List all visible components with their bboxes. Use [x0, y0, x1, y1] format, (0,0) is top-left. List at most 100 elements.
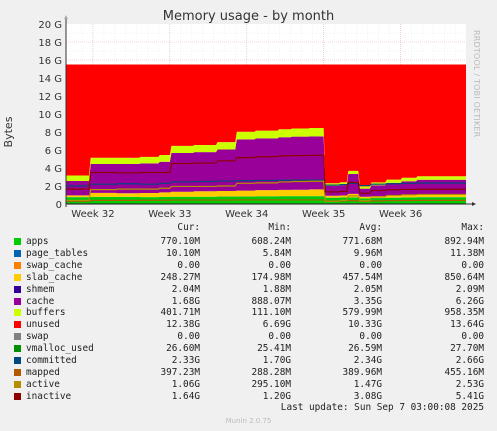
- legend-max: 455.16M: [444, 366, 484, 378]
- legend-avg: 3.35G: [353, 295, 382, 307]
- legend-label: cache: [26, 295, 55, 307]
- legend-label: inactive: [26, 390, 72, 402]
- legend-min: 295.10M: [251, 378, 291, 390]
- legend-avg: 2.05M: [353, 283, 382, 295]
- legend-swatch: [14, 333, 21, 341]
- legend-max: 13.64G: [450, 319, 484, 331]
- legend-avg: 1.47G: [353, 378, 382, 390]
- legend-max: 11.38M: [450, 247, 484, 259]
- legend-cur: 0.00: [177, 259, 200, 271]
- legend-avg: 389.96M: [342, 366, 382, 378]
- munin-version: Munin 2.0.75: [225, 417, 272, 425]
- legend-swatch: [14, 368, 21, 376]
- x-tick-label: Week 35: [302, 209, 345, 220]
- legend-label: mapped: [26, 366, 60, 378]
- legend-min: 608.24M: [251, 236, 291, 247]
- legend-avg: 0.00: [359, 259, 382, 271]
- legend-max: 5.41G: [455, 390, 484, 402]
- legend-max: 850.64M: [444, 271, 484, 283]
- legend-max: 958.35M: [444, 307, 484, 319]
- legend-row-swap: swap 0.00 0.00 0.00 0.00: [0, 331, 497, 343]
- y-tick-labels: 0 2 G 4 G 6 G 8 G 10 G 12 G 14 G 16 G 18 G 20 G: [38, 20, 62, 211]
- legend-label: unused: [26, 319, 60, 331]
- legend-row-inactive: inactive 1.64G 1.20G 3.08G 5.41G: [0, 391, 497, 403]
- y-tick-label: 2 G: [45, 182, 62, 193]
- area-buffers: [66, 128, 466, 189]
- legend-swatch: [14, 273, 21, 281]
- legend-cur: 10.10M: [166, 247, 200, 259]
- legend-swatch: [14, 392, 21, 400]
- legend-row-cache: cache 1.68G 888.07M 3.35G 6.26G: [0, 296, 497, 308]
- y-tick-label: 6 G: [45, 146, 62, 157]
- legend-max: 0.00: [461, 331, 484, 343]
- legend-avg: 457.54M: [342, 271, 382, 283]
- legend-label: slab_cache: [26, 271, 83, 283]
- legend-label: vmalloc_used: [26, 343, 94, 355]
- legend-cur: 770.10M: [160, 236, 200, 247]
- legend-min: 25.41M: [257, 343, 291, 355]
- legend-swatch: [14, 357, 21, 364]
- legend-cur: 2.04M: [171, 283, 200, 295]
- legend-swatch: [14, 345, 21, 353]
- memory-chart: 0 2 G 4 G 6 G 8 G 10 G 12 G 14 G 16 G 18 G 20 G We…: [38, 15, 476, 220]
- legend-row-shmem: shmem 2.04M 1.88M 2.05M 2.09M: [0, 284, 497, 296]
- legend-header-min: Min:: [268, 222, 291, 233]
- legend-min: 111.10M: [251, 307, 291, 319]
- legend-row-slab-cache: slab_cache 248.27M 174.98M 457.54M 850.64M: [0, 272, 497, 284]
- legend-row-active: active 1.06G 295.10M 1.47G 2.53G: [0, 379, 497, 391]
- legend-label: swap: [26, 331, 49, 343]
- legend-min: 888.07M: [251, 295, 291, 307]
- legend-header-cur: Cur:: [177, 222, 200, 233]
- legend-row-page-tables: page_tables 10.10M 5.84M 9.96M 11.38M: [0, 248, 497, 260]
- last-update: Last update: Sun Sep 7 03:00:08 2025: [280, 402, 484, 413]
- legend-avg: 2.34G: [353, 355, 382, 366]
- legend-swatch: [14, 380, 21, 388]
- area-unused: [66, 64, 466, 187]
- y-tick-label: 20 G: [38, 20, 62, 31]
- legend-min: 1.88M: [262, 283, 291, 295]
- x-tick-labels: Week 32 Week 33 Week 34 Week 35 Week 36: [71, 209, 422, 220]
- legend-swatch: [14, 249, 21, 257]
- area-slab-cache: [66, 189, 466, 199]
- legend-cur: 26.60M: [166, 343, 200, 355]
- legend-cur: 0.00: [177, 331, 200, 343]
- legend-max: 6.26G: [455, 295, 484, 307]
- y-tick-label: 12 G: [38, 92, 62, 103]
- y-axis-arrow: [64, 15, 68, 19]
- x-tick-label: Week 34: [225, 209, 268, 220]
- legend-cur: 1.06G: [171, 378, 200, 390]
- legend-avg: 10.33G: [348, 319, 382, 331]
- y-tick-label: 14 G: [38, 74, 62, 85]
- legend-max: 2.66G: [455, 355, 484, 366]
- y-tick-label: 10 G: [38, 110, 62, 121]
- axes: [64, 15, 476, 207]
- legend-row-apps: apps 770.10M 608.24M 771.68M 892.94M: [0, 236, 497, 248]
- legend-min: 1.70G: [262, 355, 291, 366]
- legend-avg: 771.68M: [342, 236, 382, 247]
- y-tick-label: 16 G: [38, 56, 62, 67]
- legend-min: 6.69G: [262, 319, 291, 331]
- legend-swatch: [14, 285, 21, 293]
- x-tick-label: Week 33: [148, 209, 191, 220]
- chart-title: Memory usage - by month: [162, 9, 335, 24]
- legend-row-unused: unused 12.38G 6.69G 10.33G 13.64G: [0, 319, 497, 331]
- legend-cur: 12.38G: [166, 319, 200, 331]
- legend-label: active: [26, 378, 60, 390]
- legend-label: swap_cache: [26, 259, 83, 271]
- legend-avg: 0.00: [359, 331, 382, 343]
- legend-cur: 248.27M: [160, 271, 200, 283]
- legend-avg: 579.99M: [342, 307, 382, 319]
- legend-max: 892.94M: [444, 236, 484, 247]
- legend-label: committed: [26, 355, 77, 366]
- legend-swatch: [14, 321, 21, 329]
- legend-cur: 1.68G: [171, 295, 200, 307]
- legend-max: 0.00: [461, 259, 484, 271]
- legend-row-committed: committed 2.33G 1.70G 2.34G 2.66G: [0, 355, 497, 367]
- legend-row-buffers: buffers 401.71M 111.10M 579.99M 958.35M: [0, 307, 497, 319]
- legend-min: 0.00: [268, 259, 291, 271]
- legend-cur: 401.71M: [160, 307, 200, 319]
- x-axis-arrow: [472, 202, 476, 206]
- area-cache: [66, 136, 466, 197]
- legend-swatch: [14, 309, 21, 317]
- y-tick-label: 8 G: [45, 128, 62, 139]
